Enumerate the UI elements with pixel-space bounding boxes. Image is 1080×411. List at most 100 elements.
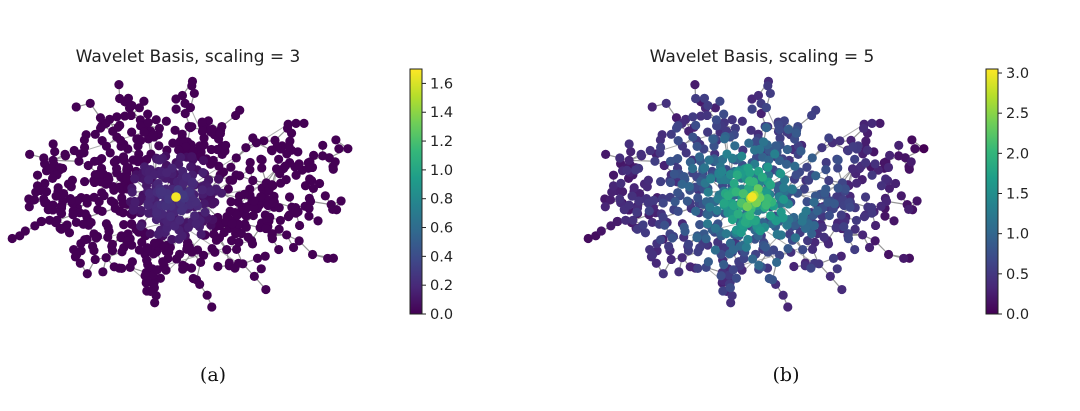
graph-node xyxy=(97,136,107,146)
graph-node xyxy=(112,112,122,122)
graph-node xyxy=(241,211,251,221)
graph-node xyxy=(213,174,224,184)
graph-node xyxy=(304,203,314,213)
graph-node xyxy=(48,139,58,149)
graph-node xyxy=(806,263,816,273)
graph-node xyxy=(847,164,858,174)
graph-node xyxy=(907,135,917,145)
graph-node xyxy=(695,220,705,230)
graph-node xyxy=(736,227,746,238)
graph-node xyxy=(225,206,235,216)
panel-b: Wavelet Basis, scaling = 5 0.0 0.5 1.0 1.5 2… xyxy=(540,0,1080,411)
graph-node xyxy=(680,226,690,236)
graph-node xyxy=(98,267,108,277)
graph-node xyxy=(758,137,769,147)
graph-node xyxy=(199,140,209,150)
graph-node xyxy=(107,239,118,249)
graph-node xyxy=(80,209,90,219)
graph-node xyxy=(300,181,311,191)
graph-node xyxy=(142,243,153,253)
panel-b-colorbar-ticks: 0.0 0.5 1.0 1.5 2.0 2.5 3.0 xyxy=(998,66,1029,323)
panel-a-colorbar-ticks: 0.0 0.2 0.4 0.6 0.8 1.0 1.2 1.4 1.6 xyxy=(422,76,453,323)
graph-node xyxy=(801,206,811,216)
graph-node xyxy=(904,164,914,174)
graph-node xyxy=(69,145,79,156)
graph-node xyxy=(68,210,78,220)
graph-node xyxy=(717,166,727,177)
graph-node xyxy=(154,155,165,165)
graph-node xyxy=(274,224,284,234)
graph-node xyxy=(687,163,698,174)
graph-node xyxy=(665,156,676,166)
graph-node xyxy=(798,245,808,255)
graph-node xyxy=(870,236,880,246)
graph-node xyxy=(737,151,747,161)
graph-node xyxy=(704,155,714,165)
graph-node xyxy=(171,104,181,114)
graph-node xyxy=(836,251,846,261)
graph-node xyxy=(161,265,171,275)
panel-b-title: Wavelet Basis, scaling = 5 xyxy=(650,47,875,67)
graph-node xyxy=(328,204,338,215)
graph-node xyxy=(130,197,140,207)
graph-node xyxy=(890,178,901,189)
graph-node xyxy=(715,96,725,106)
graph-node xyxy=(176,206,187,216)
panel-a-colorbar: 0.0 0.2 0.4 0.6 0.8 1.0 1.2 1.4 1.6 xyxy=(409,68,453,323)
graph-node xyxy=(688,112,698,122)
graph-node xyxy=(111,163,122,174)
graph-node xyxy=(658,212,668,222)
colorbar-tick-label: 1.4 xyxy=(430,105,453,121)
graph-node xyxy=(226,197,236,207)
graph-node xyxy=(658,198,668,208)
graph-node xyxy=(833,155,843,165)
graph-node xyxy=(71,217,81,228)
graph-node xyxy=(89,156,100,166)
graph-node xyxy=(318,140,328,150)
graph-node xyxy=(29,195,40,205)
graph-node xyxy=(314,178,325,189)
panel-a-figure: Wavelet Basis, scaling = 3 0.00.20.40.60… xyxy=(7,47,453,323)
graph-node xyxy=(133,154,143,164)
graph-node xyxy=(187,76,198,86)
graph-node xyxy=(851,215,862,226)
graph-node xyxy=(688,132,698,142)
graph-node xyxy=(747,254,758,264)
graph-node xyxy=(876,181,887,191)
graph-node xyxy=(725,169,736,180)
graph-node xyxy=(733,209,743,219)
graph-node xyxy=(231,244,242,254)
graph-node xyxy=(198,250,209,260)
graph-node xyxy=(162,168,172,178)
graph-node xyxy=(881,174,891,184)
graph-node xyxy=(143,109,153,119)
graph-node xyxy=(919,144,929,154)
graph-node xyxy=(664,241,674,251)
graph-node xyxy=(286,128,297,138)
graph-node xyxy=(151,115,161,125)
graph-node xyxy=(821,157,831,168)
graph-node xyxy=(122,163,132,173)
colorbar-tick-label: 1.0 xyxy=(430,163,453,179)
graph-node xyxy=(647,102,657,112)
graph-node xyxy=(712,205,722,216)
graph-node xyxy=(75,258,85,268)
graph-node xyxy=(824,210,834,221)
graph-node xyxy=(702,219,713,229)
graph-node xyxy=(859,212,870,222)
graph-node xyxy=(691,206,701,216)
graph-node xyxy=(667,233,677,243)
graph-node xyxy=(207,302,217,312)
graph-node xyxy=(778,290,788,300)
graph-node xyxy=(783,243,793,254)
graph-node xyxy=(876,201,886,211)
graph-node xyxy=(36,216,46,227)
graph-node xyxy=(850,154,860,164)
colorbar-tick-label: 0.8 xyxy=(430,192,453,208)
graph-node xyxy=(727,214,738,225)
graph-node xyxy=(64,228,75,238)
colorbar-tick-label: 1.6 xyxy=(430,76,453,92)
graph-node xyxy=(765,180,776,190)
graph-node xyxy=(187,152,197,162)
graph-node xyxy=(605,195,616,205)
